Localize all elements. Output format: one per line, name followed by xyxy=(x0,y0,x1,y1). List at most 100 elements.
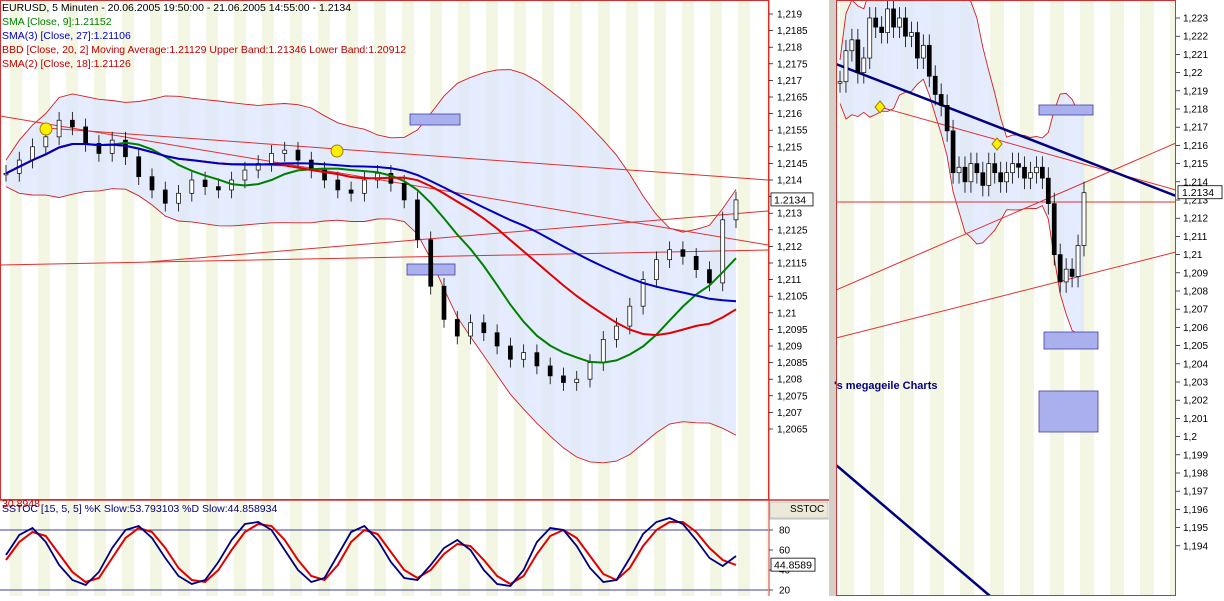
right-price-tick-label: 1,217 xyxy=(1183,123,1208,134)
legend-bollinger[interactable]: BBD [Close, 20, 2] Moving Average:1.2112… xyxy=(2,44,407,56)
right-session-stripe xyxy=(1170,0,1176,596)
right-upper-band xyxy=(839,0,1085,139)
stoch-session-stripe xyxy=(682,501,694,596)
right-price-axis[interactable] xyxy=(1176,0,1224,596)
legend-sma9[interactable]: SMA [Close, 9]:1.21152 xyxy=(2,16,112,28)
upper-band-line xyxy=(5,69,737,233)
sma27-line[interactable] xyxy=(5,143,737,303)
stoch-axis-title: SSTOC xyxy=(790,504,825,515)
candle-body xyxy=(707,269,712,284)
legend-sma27[interactable]: SMA(3) [Close, 27]:1.21106 xyxy=(2,30,131,42)
right-candle-body xyxy=(1057,254,1063,283)
stoch-session-stripe xyxy=(710,501,722,596)
right-session-stripe xyxy=(930,0,944,596)
right-price-tick-label: 1,207 xyxy=(1183,305,1208,316)
session-stripe xyxy=(10,0,22,499)
right-price-tick-label: 1,211 xyxy=(1183,232,1208,243)
right-candle-body xyxy=(849,39,855,52)
right-candle-body xyxy=(837,81,843,84)
right-candle-body xyxy=(867,17,873,59)
right-candle-body xyxy=(1075,245,1081,277)
right-candle-body xyxy=(962,166,968,183)
stoch-session-stripe xyxy=(234,501,246,596)
candle-body xyxy=(83,126,88,144)
right-lower-trendline[interactable] xyxy=(836,464,991,596)
stoch-k-line[interactable] xyxy=(5,517,737,587)
price-tick-label: 1,217 xyxy=(777,76,802,87)
stoch-session-stripe xyxy=(626,501,638,596)
right-candle-body xyxy=(1081,192,1087,246)
right-candle-body xyxy=(861,57,867,73)
stoch-session-stripe xyxy=(402,501,414,596)
right-candle-body xyxy=(1016,163,1021,168)
right-price-tick-label: 1,214 xyxy=(1183,177,1208,188)
right-signal-marker[interactable] xyxy=(874,100,886,114)
trendline-falling xyxy=(0,115,768,246)
right-last-price-box xyxy=(1177,185,1223,200)
candle-body xyxy=(468,322,473,337)
stoch-session-stripe xyxy=(290,501,302,596)
session-stripe xyxy=(318,0,330,499)
price-tick-label: 1,2115 xyxy=(777,259,807,270)
candle-body xyxy=(43,136,49,148)
right-candle-body xyxy=(1069,268,1075,277)
stoch-session-stripe xyxy=(318,501,330,596)
candle-body xyxy=(521,352,526,360)
session-stripe xyxy=(122,0,134,499)
signal-marker[interactable] xyxy=(39,122,53,136)
right-candle-body xyxy=(1063,268,1069,283)
right-price-tick-label: 1,221 xyxy=(1183,50,1208,61)
stoch-session-stripe xyxy=(66,501,78,596)
stoch-axis-title-bg xyxy=(769,501,829,519)
candle-body xyxy=(547,365,553,377)
candle-body xyxy=(202,179,208,187)
right-trendline-rising xyxy=(836,142,1176,291)
right-price-tick-label: 1,21 xyxy=(1183,250,1203,261)
right-session-stripe xyxy=(1110,0,1124,596)
right-price-tick-label: 1,213 xyxy=(1183,196,1208,207)
candle-body xyxy=(693,256,699,270)
right-price-tick-label: 1,195 xyxy=(1183,523,1208,534)
legend-sma18[interactable]: SMA(2) [Close, 18]:1.21126 xyxy=(2,58,131,70)
stoch-session-stripe xyxy=(374,501,386,596)
candle-body xyxy=(680,249,686,257)
right-session-stripe xyxy=(1140,0,1154,596)
price-tick-label: 1,218 xyxy=(777,43,802,54)
session-stripe xyxy=(38,0,50,499)
candle-body xyxy=(508,345,513,360)
candle-body xyxy=(70,119,75,128)
right-zone-box[interactable] xyxy=(1038,104,1094,116)
right-zone-box[interactable] xyxy=(1038,390,1099,433)
right-price-tick-label: 1,204 xyxy=(1183,359,1208,370)
right-session-stripe xyxy=(900,0,914,596)
right-candle-body xyxy=(909,32,914,37)
candle-body xyxy=(295,149,301,161)
right-candle-body xyxy=(998,172,1004,183)
right-candle-body xyxy=(879,26,885,33)
zone-box[interactable] xyxy=(409,113,461,126)
candle-body xyxy=(415,199,420,241)
main-price-axis[interactable] xyxy=(769,0,829,499)
stoch-tick-label: 80 xyxy=(779,526,791,537)
last-price-label: 1.2134 xyxy=(774,194,806,206)
right-candle-body xyxy=(986,163,992,186)
right-signal-marker[interactable] xyxy=(991,137,1003,151)
candle-body xyxy=(428,239,434,287)
right-candle-body xyxy=(938,94,944,106)
right-zone-box[interactable] xyxy=(1043,331,1099,350)
right-main-trendline[interactable] xyxy=(836,62,1176,198)
signal-marker[interactable] xyxy=(330,144,344,158)
candle-body xyxy=(242,169,248,181)
price-tick-label: 1,2125 xyxy=(777,225,808,236)
price-tick-label: 1,2065 xyxy=(777,425,808,436)
sma9-line[interactable] xyxy=(5,141,737,364)
stoch-legend[interactable]: SSTOC [15, 5, 5] %K Slow:53.793103 %D Sl… xyxy=(2,503,278,515)
right-price-tick-label: 1,22 xyxy=(1183,68,1203,79)
candle-body xyxy=(494,332,500,347)
right-price-tick-label: 1,194 xyxy=(1183,541,1208,552)
stoch-last-label: 44.8589 xyxy=(774,560,812,572)
right-candle-body xyxy=(1051,203,1057,255)
session-stripe xyxy=(234,0,246,499)
stoch-session-stripe xyxy=(150,501,162,596)
